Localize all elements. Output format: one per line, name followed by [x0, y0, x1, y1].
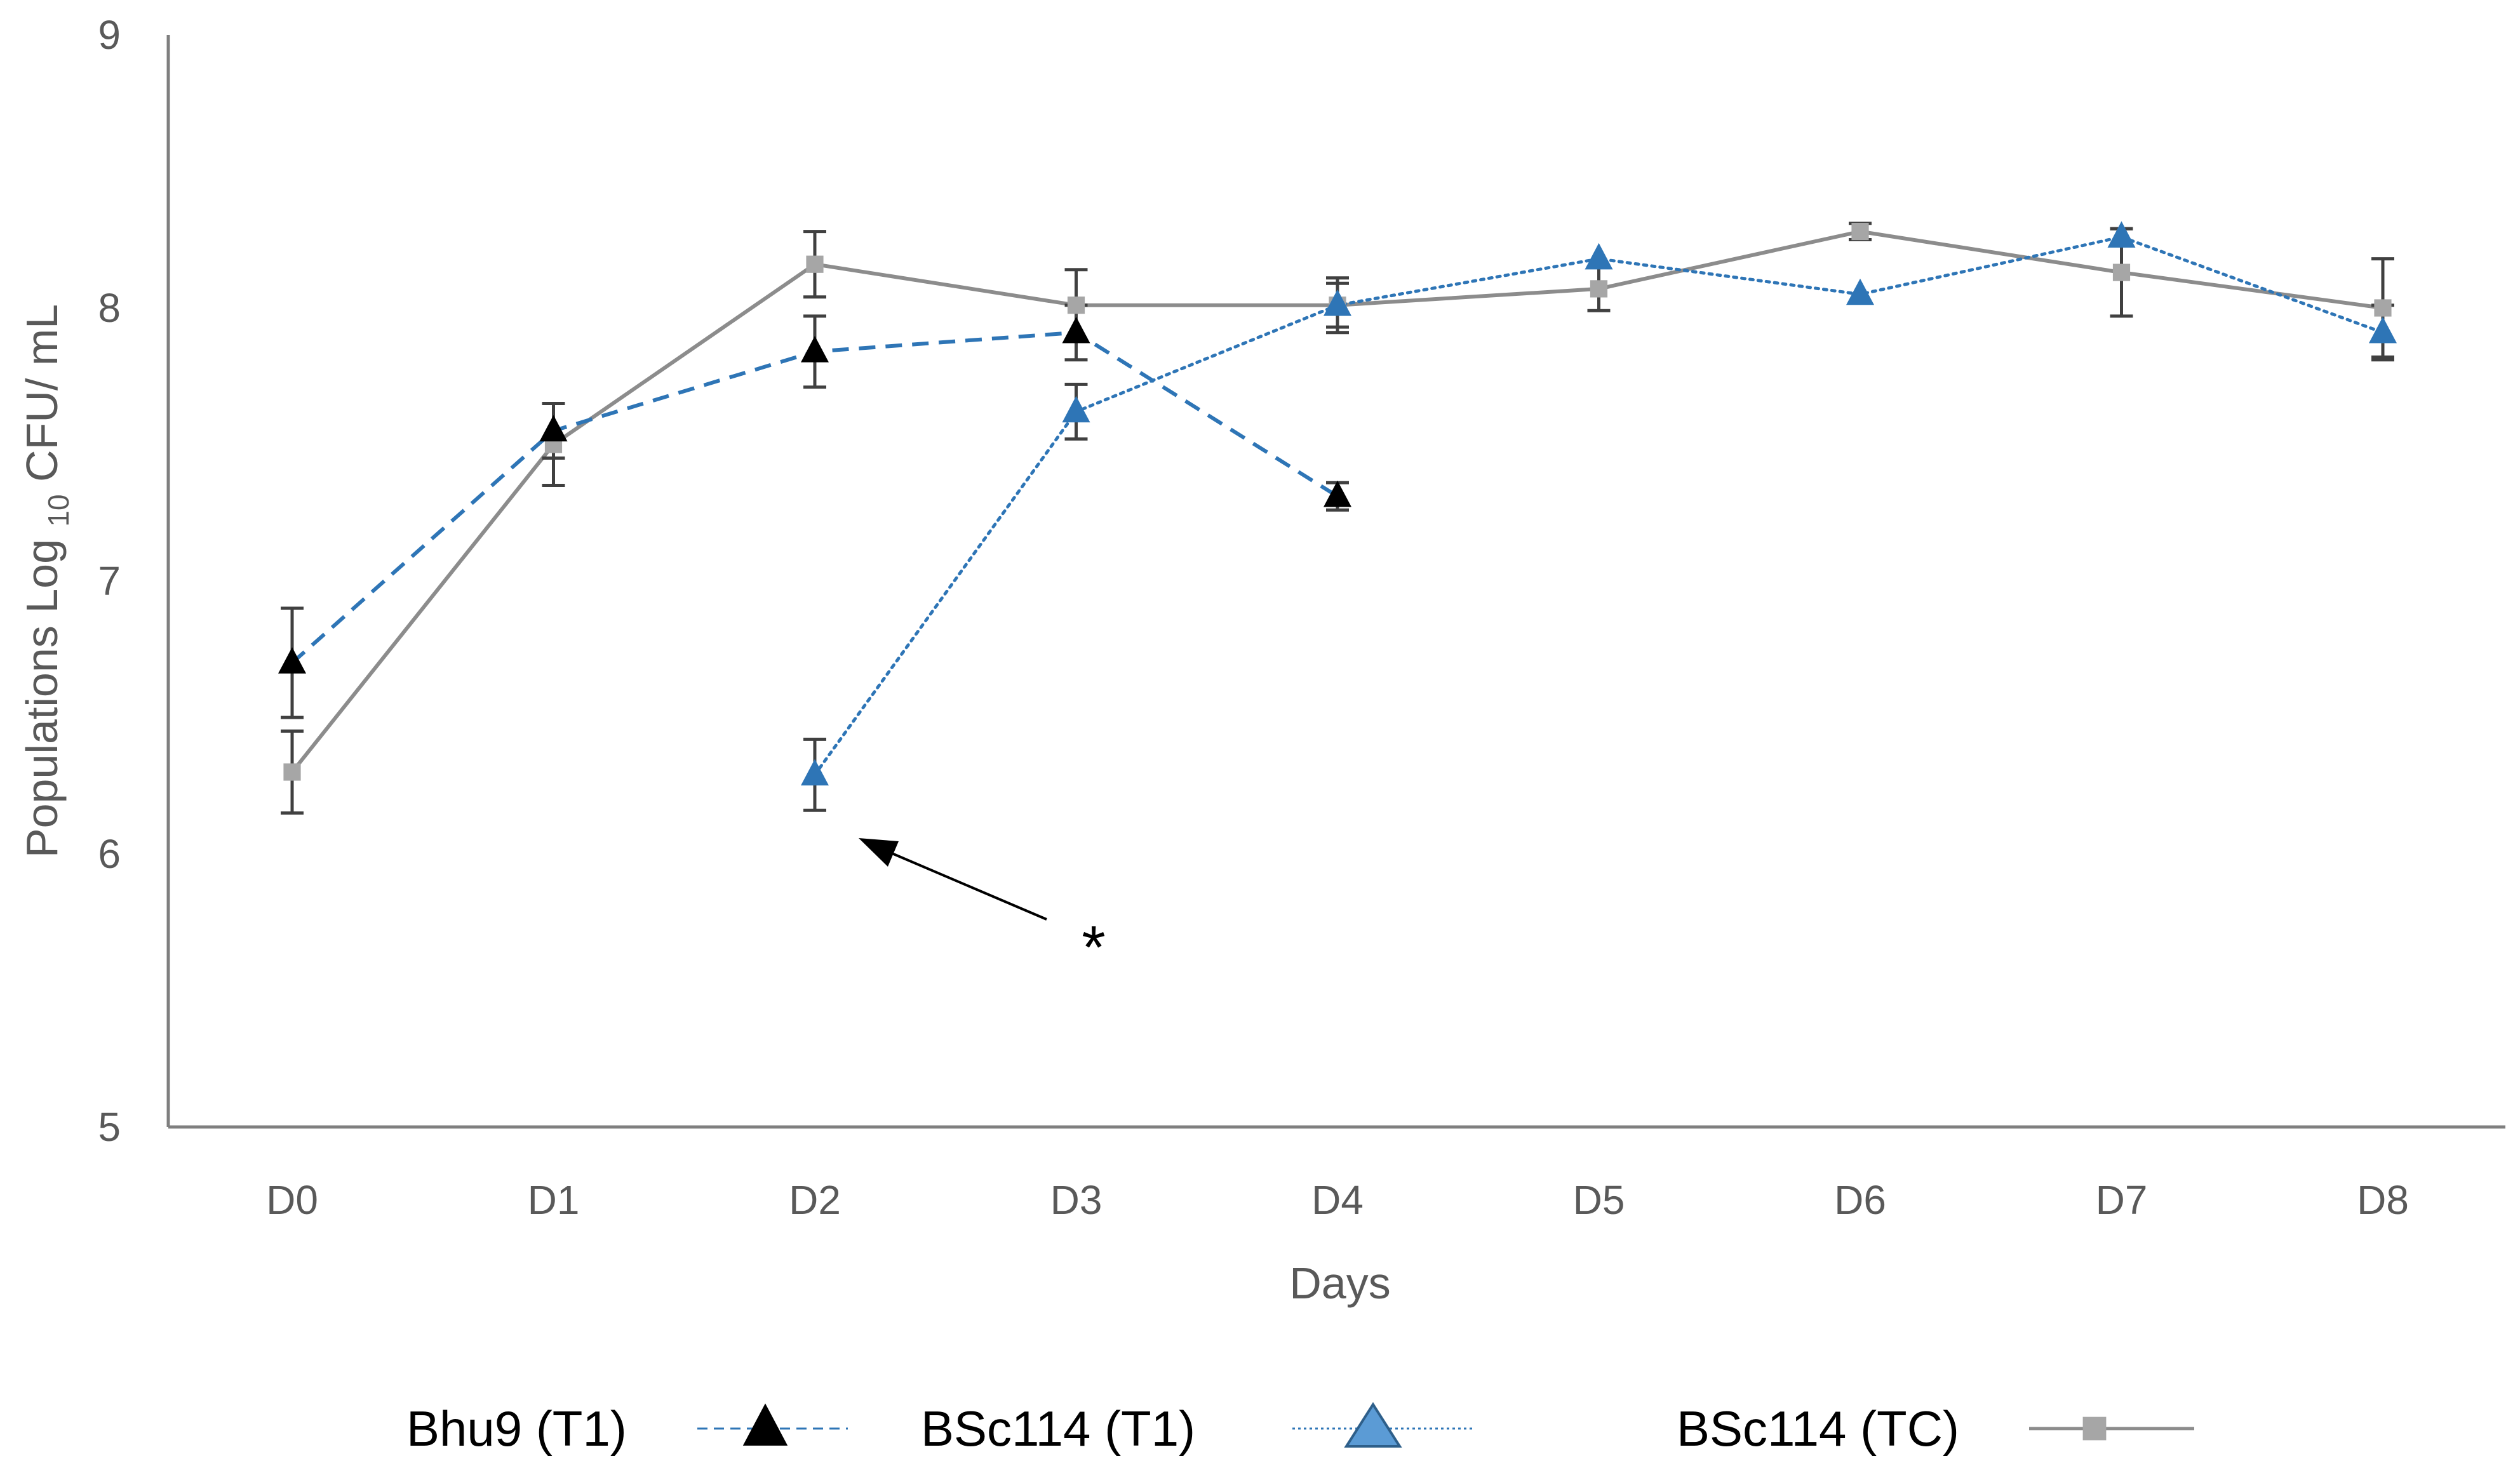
annotation: * [859, 838, 1106, 982]
y-axis-title-main: Populations Log [17, 527, 67, 858]
annotation-arrowhead [859, 838, 899, 867]
legend-marker [1344, 1402, 1402, 1448]
series-line-bsc114-t1 [813, 235, 2385, 776]
x-tick-label: D4 [1311, 1177, 1364, 1223]
x-tick-label: D2 [789, 1177, 841, 1223]
y-tick-label: 7 [98, 558, 121, 604]
data-point-bsc114-t1 [2369, 316, 2397, 343]
y-axis-title: Populations Log 10 CFU/ mL [17, 304, 75, 858]
data-point-bsc114-tc [283, 763, 301, 781]
data-point-bhu9-t1 [278, 647, 306, 674]
y-tick-labels: 5 6 7 8 9 [98, 12, 121, 1150]
data-point-bhu9-t1 [1324, 480, 1351, 507]
data-point-bhu9-t1 [1062, 316, 1090, 343]
data-point-bsc114-tc [1590, 280, 1608, 298]
series-markers [278, 221, 2397, 786]
data-point-bsc114-t1 [2107, 221, 2136, 248]
x-tick-label: D5 [1573, 1177, 1625, 1223]
data-point-bsc114-tc [1067, 297, 1085, 314]
axes [166, 35, 2505, 1129]
y-tick-label: 6 [98, 831, 121, 877]
x-tick-label: D0 [266, 1177, 318, 1223]
annotation-asterisk: * [1082, 914, 1105, 982]
x-tick-label: D7 [2096, 1177, 2148, 1223]
x-tick-label: D6 [1834, 1177, 1886, 1223]
data-point-bhu9-t1 [539, 415, 568, 442]
data-point-bhu9-t1 [801, 336, 829, 363]
data-point-bsc114-t1 [1062, 396, 1090, 423]
legend-item-bsc114-tc: BSc114 (TC) [1677, 1401, 2194, 1456]
data-point-bsc114-tc [806, 255, 824, 273]
data-point-bsc114-t1 [1324, 289, 1351, 316]
data-point-bsc114-t1 [1846, 278, 1874, 305]
y-axis-title-subscript: 10 [42, 494, 75, 526]
legend-label: Bhu9 (T1) [406, 1401, 627, 1456]
data-point-bsc114-tc [1851, 223, 1869, 241]
data-point-bsc114-tc [2112, 263, 2131, 281]
legend-label: BSc114 (T1) [921, 1401, 1195, 1456]
x-tick-labels: D0 D1 D2 D3 D4 D5 D6 D7 D8 [266, 1177, 2409, 1223]
x-tick-label: D3 [1050, 1177, 1102, 1223]
legend-marker [742, 1403, 788, 1446]
data-point-bsc114-tc [2374, 299, 2392, 317]
x-tick-label: D8 [2357, 1177, 2409, 1223]
legend-item-bsc114-t1: BSc114 (T1) [921, 1401, 1473, 1456]
x-tick-label: D1 [528, 1177, 580, 1223]
annotation-arrow-line [885, 850, 1047, 921]
legend-marker [2082, 1416, 2107, 1441]
x-axis-title: Days [1289, 1258, 1390, 1308]
legend-item-bhu9-t1: Bhu9 (T1) [406, 1401, 848, 1456]
y-tick-label: 8 [98, 285, 121, 331]
y-tick-label: 9 [98, 12, 121, 58]
legend-label: BSc114 (TC) [1677, 1401, 1959, 1456]
data-point-bsc114-t1 [801, 759, 829, 786]
y-tick-label: 5 [98, 1104, 121, 1150]
legend: Bhu9 (T1) BSc114 (T1) BSc114 (TC) [406, 1401, 2194, 1456]
data-point-bsc114-t1 [1585, 243, 1613, 270]
y-axis-title-suffix: CFU/ mL [17, 304, 67, 494]
